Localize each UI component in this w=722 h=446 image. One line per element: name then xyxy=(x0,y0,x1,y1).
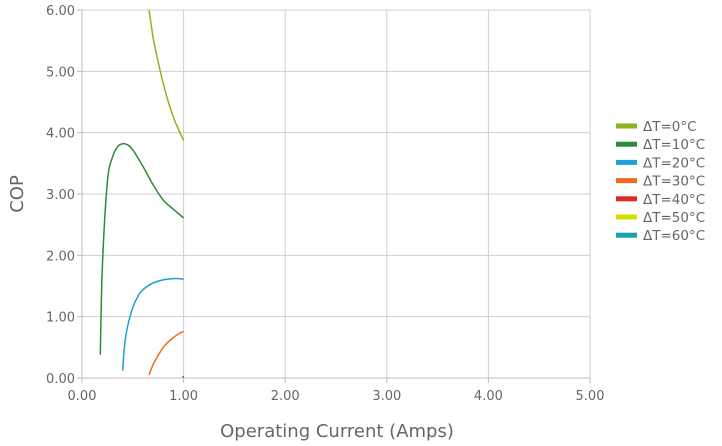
legend-swatch xyxy=(616,178,637,184)
legend-item: ΔT=60°C xyxy=(616,228,705,244)
x-axis-title: Operating Current (Amps) xyxy=(220,421,454,442)
y-tick-label: 2.00 xyxy=(46,249,75,264)
legend-item: ΔT=0°C xyxy=(616,119,697,135)
legend-item: ΔT=50°C xyxy=(616,210,705,226)
y-axis-title: COP xyxy=(7,175,28,213)
tick-labels: 0.00 1.00 2.00 3.00 4.00 5.00 0.00 1.00 2.00 3.00… xyxy=(46,4,604,404)
y-tick-label: 6.00 xyxy=(46,4,75,19)
legend-item: ΔT=30°C xyxy=(616,174,705,190)
legend-label: ΔT=20°C xyxy=(643,155,705,171)
legend-item: ΔT=10°C xyxy=(616,137,705,153)
x-tick-label: 4.00 xyxy=(474,389,503,404)
axes xyxy=(77,9,591,383)
legend-label: ΔT=40°C xyxy=(643,192,705,208)
legend-swatch xyxy=(616,232,637,238)
x-tick-label: 2.00 xyxy=(271,389,300,404)
legend-label: ΔT=30°C xyxy=(643,174,705,190)
x-tick-label: 5.00 xyxy=(576,389,605,404)
y-tick-label: 5.00 xyxy=(46,65,75,80)
grid xyxy=(82,9,591,378)
legend-item: ΔT=40°C xyxy=(616,192,705,208)
legend-label: ΔT=60°C xyxy=(643,228,705,244)
series-1-line xyxy=(99,142,185,355)
y-tick-label: 3.00 xyxy=(46,188,75,203)
legend: ΔT=0°C ΔT=10°C ΔT=20°C ΔT=30°C ΔT=40°C ΔT=50°… xyxy=(616,119,705,244)
legend-swatch xyxy=(616,214,637,220)
x-tick-label: 0.00 xyxy=(68,389,97,404)
y-tick-label: 4.00 xyxy=(46,127,75,142)
legend-swatch xyxy=(616,159,637,165)
series-2-line xyxy=(121,277,184,371)
legend-label: ΔT=50°C xyxy=(643,210,705,226)
legend-item: ΔT=20°C xyxy=(616,155,705,171)
y-tick-label: 1.00 xyxy=(46,311,75,326)
x-tick-label: 3.00 xyxy=(372,389,401,404)
legend-label: ΔT=10°C xyxy=(643,137,705,153)
legend-swatch xyxy=(616,123,637,129)
series-4-line xyxy=(181,375,185,378)
series-3-line xyxy=(148,330,184,376)
y-tick-label: 0.00 xyxy=(46,372,75,387)
series-lines xyxy=(99,9,185,378)
legend-label: ΔT=0°C xyxy=(643,119,697,135)
legend-swatch xyxy=(616,196,637,202)
x-tick-label: 1.00 xyxy=(169,389,198,404)
series-0-line xyxy=(148,9,185,141)
legend-swatch xyxy=(616,141,637,147)
